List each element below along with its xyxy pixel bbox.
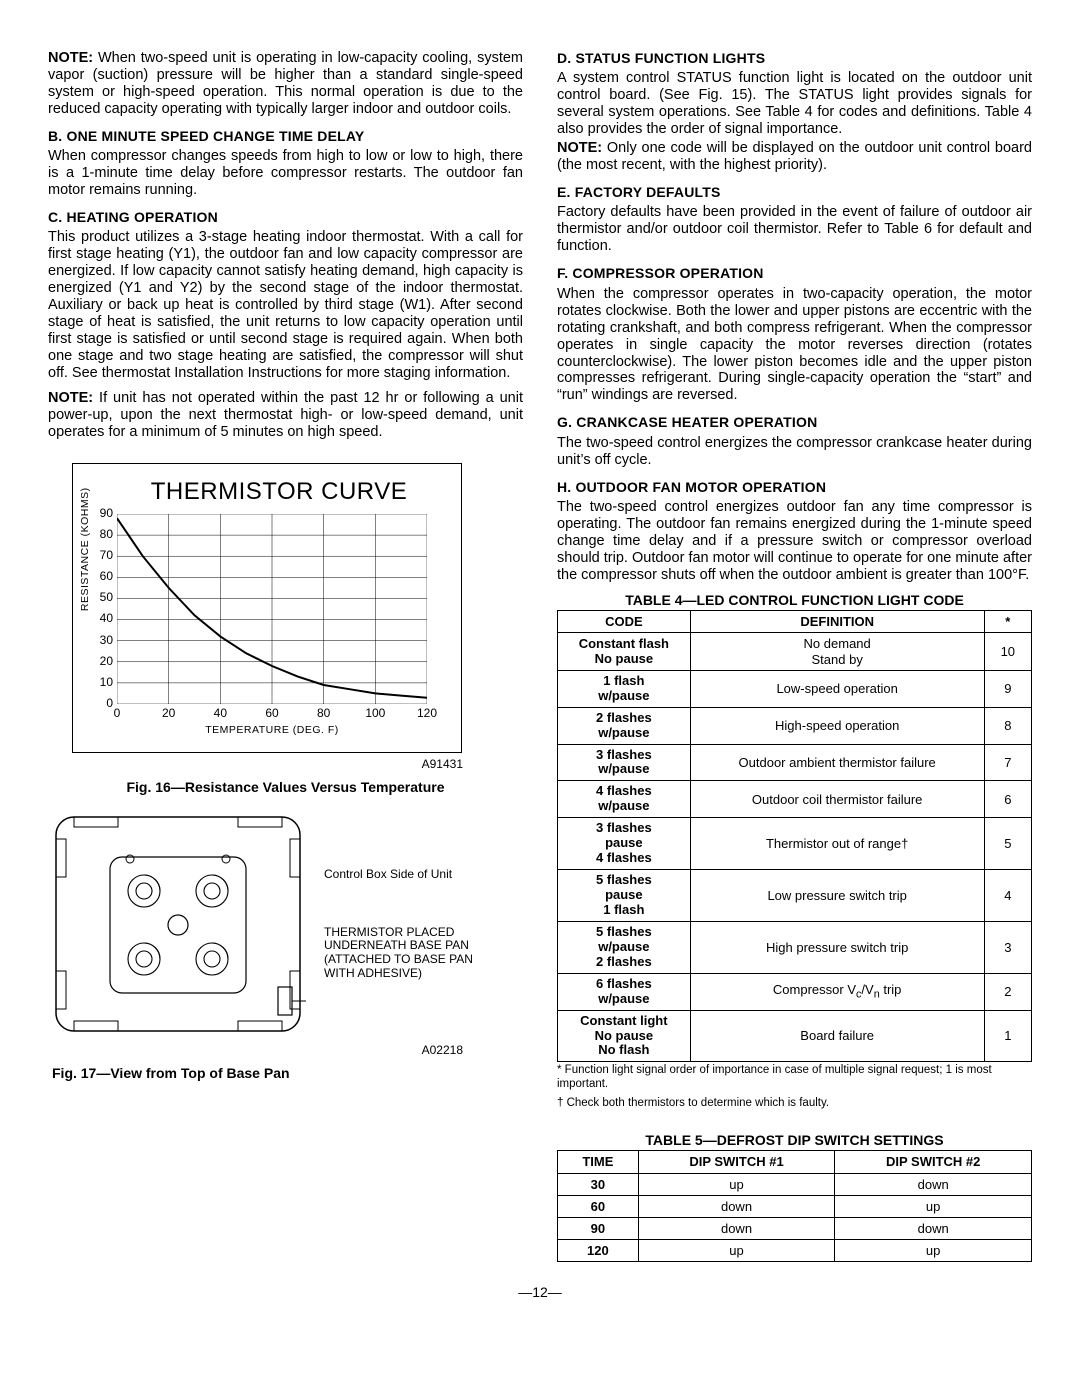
body-e: Factory defaults have been provided in t…	[557, 204, 1032, 255]
table5: TIMEDIP SWITCH #1DIP SWITCH #2 30updown6…	[557, 1150, 1032, 1262]
page-number: —12—	[48, 1284, 1032, 1300]
chart-y-label: RESISTANCE (KOHMS)	[79, 488, 91, 612]
note-d-text: Only one code will be displayed on the o…	[557, 140, 1032, 173]
chart-x-label: TEMPERATURE (DEG. F)	[205, 724, 338, 736]
note-2: NOTE: If unit has not operated within th…	[48, 390, 523, 441]
note-d-label: NOTE:	[557, 140, 602, 156]
heading-c: C. HEATING OPERATION	[48, 209, 523, 225]
heading-g: G. CRANKCASE HEATER OPERATION	[557, 414, 1032, 430]
heading-f: F. COMPRESSOR OPERATION	[557, 265, 1032, 281]
body-d: A system control STATUS function light i…	[557, 70, 1032, 138]
chart-x-ticks: 020406080100120	[117, 704, 427, 722]
body-g: The two-speed control energizes the comp…	[557, 435, 1032, 469]
note-1-label: NOTE:	[48, 50, 93, 66]
basepan-note-bottom: THERMISTOR PLACED UNDERNEATH BASE PAN (A…	[324, 926, 488, 981]
body-c: This product utilizes a 3-stage heating …	[48, 229, 523, 382]
chart-y-ticks: 0102030405060708090	[93, 513, 117, 703]
basepan-code: A02218	[48, 1043, 463, 1057]
thermistor-chart: THERMISTOR CURVE RESISTANCE (KOHMS) 0102…	[72, 463, 462, 753]
table4-title: TABLE 4—LED CONTROL FUNCTION LIGHT CODE	[557, 592, 1032, 608]
body-f: When the compressor operates in two-capa…	[557, 286, 1032, 405]
table4-foot1: * Function light signal order of importa…	[557, 1064, 1032, 1090]
basepan-note-top: Control Box Side of Unit	[324, 868, 488, 882]
table4-foot2: † Check both thermistors to determine wh…	[557, 1097, 1032, 1110]
note-d: NOTE: Only one code will be displayed on…	[557, 140, 1032, 174]
chart-plot	[117, 514, 427, 704]
heading-h: H. OUTDOOR FAN MOTOR OPERATION	[557, 479, 1032, 495]
note-2-label: NOTE:	[48, 390, 93, 406]
basepan-diagram: Control Box Side of Unit THERMISTOR PLAC…	[48, 809, 488, 1039]
body-h: The two-speed control energizes outdoor …	[557, 499, 1032, 584]
note-1-text: When two-speed unit is operating in low-…	[48, 50, 523, 117]
table5-title: TABLE 5—DEFROST DIP SWITCH SETTINGS	[557, 1132, 1032, 1148]
heading-d: D. STATUS FUNCTION LIGHTS	[557, 50, 1032, 66]
table4: CODEDEFINITION* Constant flashNo pauseNo…	[557, 610, 1032, 1062]
basepan-svg	[48, 809, 308, 1039]
note-1: NOTE: When two-speed unit is operating i…	[48, 50, 523, 118]
chart-title: THERMISTOR CURVE	[113, 478, 445, 506]
fig17-caption: Fig. 17—View from Top of Base Pan	[52, 1065, 523, 1081]
chart-code: A91431	[48, 757, 463, 771]
body-b: When compressor changes speeds from high…	[48, 148, 523, 199]
heading-b: B. ONE MINUTE SPEED CHANGE TIME DELAY	[48, 128, 523, 144]
fig16-caption: Fig. 16—Resistance Values Versus Tempera…	[48, 779, 523, 795]
note-2-text: If unit has not operated within the past…	[48, 390, 523, 440]
heading-e: E. FACTORY DEFAULTS	[557, 184, 1032, 200]
